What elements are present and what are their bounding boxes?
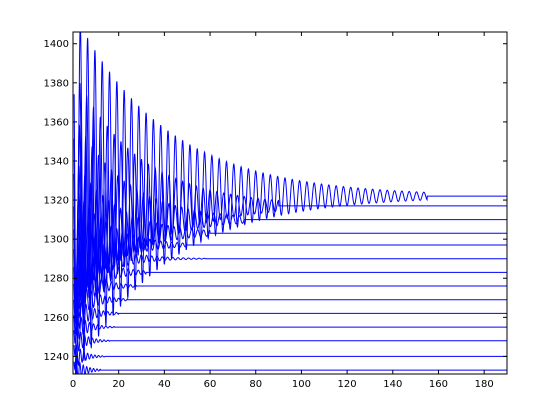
series-line-7	[73, 260, 507, 317]
series-line-3	[73, 165, 507, 307]
series-line-11	[73, 327, 507, 357]
tick-layer: 0 20 40 60 80 100 120 140 160 180 1240 1260 1280 1300…	[44, 32, 507, 390]
series-line-4	[73, 192, 507, 303]
series-line-8	[73, 279, 507, 324]
series-line-6	[73, 240, 507, 308]
series-line-9	[73, 294, 507, 335]
x-tick-label-4: 80	[249, 379, 262, 390]
series-layer	[73, 32, 507, 374]
series-line-13	[74, 357, 507, 374]
y-tick-label-8: 1400	[44, 39, 69, 50]
y-tick-label-7: 1380	[44, 78, 69, 89]
x-tick-label-7: 140	[383, 379, 402, 390]
series-line-10	[73, 311, 507, 344]
x-tick-label-6: 120	[338, 379, 357, 390]
y-tick-label-5: 1340	[44, 156, 69, 167]
x-tick-label-9: 180	[475, 379, 494, 390]
x-tick-label-0: 0	[70, 379, 76, 390]
y-tick-label-3: 1300	[44, 235, 69, 246]
x-tick-label-3: 60	[204, 379, 217, 390]
y-tick-label-0: 1240	[44, 352, 69, 363]
y-tick-label-1: 1260	[44, 313, 69, 324]
axes-box	[72, 31, 508, 375]
series-line-12	[73, 344, 507, 372]
x-tick-label-5: 100	[292, 379, 311, 390]
series-line-1	[73, 82, 507, 336]
x-tick-label-1: 20	[112, 379, 125, 390]
y-tick-label-2: 1280	[44, 274, 69, 285]
y-tick-label-4: 1320	[44, 196, 69, 207]
y-tick-label-6: 1360	[44, 117, 69, 128]
series-line-5	[73, 218, 507, 305]
x-tick-label-8: 160	[429, 379, 448, 390]
series-line-0	[73, 32, 507, 374]
x-tick-label-2: 40	[158, 379, 171, 390]
